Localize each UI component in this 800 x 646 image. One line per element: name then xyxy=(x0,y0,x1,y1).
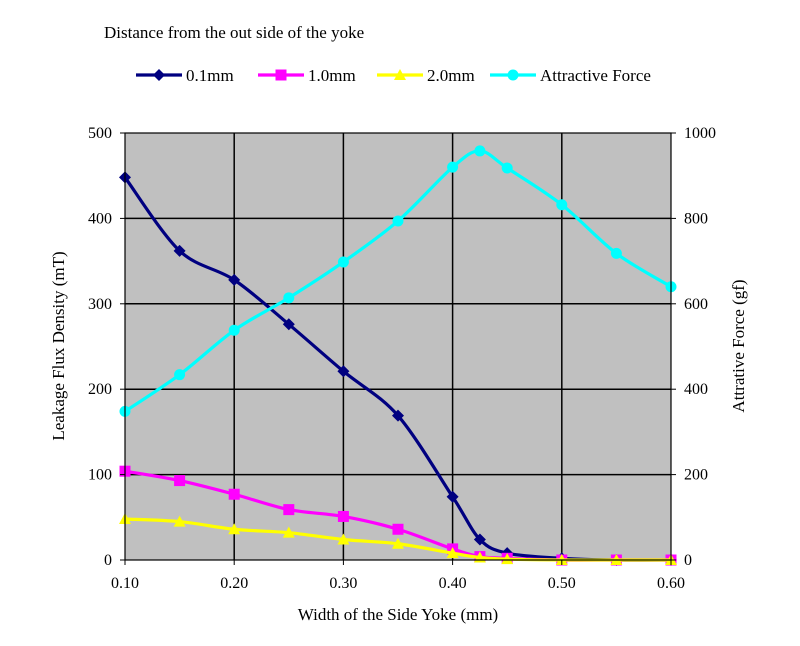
data-point xyxy=(447,161,459,173)
data-point xyxy=(446,547,459,559)
data-point xyxy=(337,510,349,522)
legend-marker xyxy=(275,69,287,81)
y2-tick-label: 400 xyxy=(684,381,708,398)
data-point xyxy=(283,292,295,304)
data-point xyxy=(392,523,404,535)
data-point xyxy=(228,273,241,286)
y-tick-label: 100 xyxy=(88,467,112,484)
data-point xyxy=(174,475,186,487)
y-axis-label: Leakage Flux Density (mT) xyxy=(49,251,68,440)
legend-marker xyxy=(507,69,519,81)
legend-marker xyxy=(394,69,406,80)
data-point xyxy=(473,533,486,546)
legend: 0.1mm 1.0mm 2.0mm Attractive Force xyxy=(136,66,651,85)
y2-axis-label: Attrative Force (gf) xyxy=(729,279,748,412)
series-line xyxy=(124,149,672,413)
plot-border xyxy=(124,132,672,561)
legend-label: 2.0mm xyxy=(427,66,475,85)
data-point xyxy=(501,553,514,565)
data-point xyxy=(556,199,568,211)
data-point xyxy=(392,409,404,422)
legend-label: Attractive Force xyxy=(540,66,651,85)
data-point xyxy=(283,504,295,516)
data-point xyxy=(228,488,240,500)
y-tick-label: 300 xyxy=(88,296,112,313)
data-point xyxy=(282,526,295,538)
y-tick-label: 200 xyxy=(88,381,112,398)
legend-entry: 2.0mm xyxy=(377,66,475,85)
data-point xyxy=(173,244,186,257)
x-tick-label: 0.50 xyxy=(548,575,576,592)
x-axis-label: Width of the Side Yoke (mm) xyxy=(298,605,498,624)
data-point xyxy=(392,537,404,549)
plot-area xyxy=(125,133,671,560)
y2-tick-label: 0 xyxy=(684,552,692,569)
data-point xyxy=(392,215,404,227)
legend-label: 1.0mm xyxy=(308,66,356,85)
data-point xyxy=(610,247,622,259)
legend-label: 0.1mm xyxy=(186,66,234,85)
legend-entry: Attractive Force xyxy=(490,66,651,85)
ticks: 0.10 0.20 0.30 0.40 0.50 0.60 0 100 200 300 400 500… xyxy=(88,125,716,592)
x-tick-label: 0.40 xyxy=(439,575,467,592)
axes xyxy=(120,132,676,565)
x-tick-label: 0.60 xyxy=(657,575,685,592)
y2-tick-label: 600 xyxy=(684,296,708,313)
x-tick-label: 0.10 xyxy=(111,575,139,592)
y2-tick-label: 1000 xyxy=(684,125,716,142)
data-point xyxy=(228,324,240,336)
x-tick-label: 0.20 xyxy=(220,575,248,592)
data-point xyxy=(474,145,486,157)
data-point xyxy=(173,515,186,527)
y-tick-label: 0 xyxy=(104,552,112,569)
legend-entry: 1.0mm xyxy=(258,66,356,85)
x-tick-label: 0.30 xyxy=(329,575,357,592)
data-point xyxy=(446,490,459,503)
data-point xyxy=(337,365,350,378)
data-point xyxy=(228,523,241,535)
data-point xyxy=(337,256,349,268)
y2-tick-label: 200 xyxy=(684,467,708,484)
chart-title: Distance from the out side of the yoke xyxy=(104,23,364,42)
data-point xyxy=(501,162,513,174)
data-point xyxy=(337,533,350,545)
y2-tick-label: 800 xyxy=(684,210,708,227)
legend-marker xyxy=(153,69,165,81)
data-point xyxy=(174,369,186,381)
y-tick-label: 500 xyxy=(88,125,112,142)
data-point xyxy=(282,318,295,331)
legend-entry: 0.1mm xyxy=(136,66,234,85)
series-attractive-force xyxy=(119,145,677,417)
y-tick-label: 400 xyxy=(88,210,112,227)
